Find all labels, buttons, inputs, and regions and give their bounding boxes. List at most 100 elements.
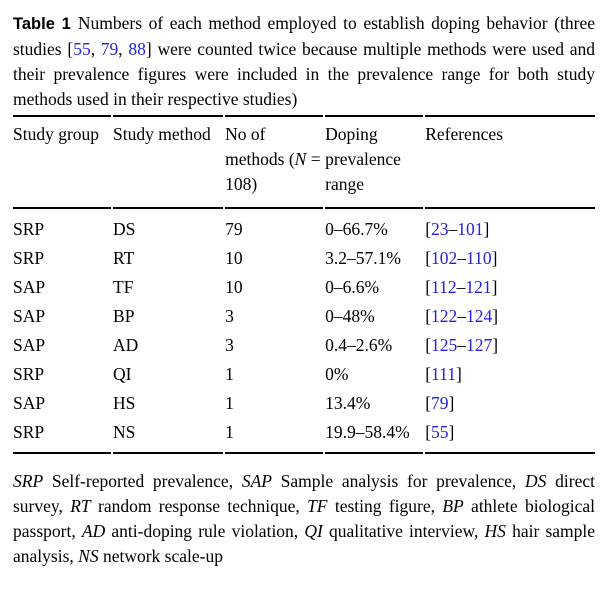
citation-link[interactable]: 111	[431, 364, 456, 384]
text-segment: SAP	[241, 471, 272, 491]
text-segment: TF	[307, 496, 328, 516]
col-header-references: References	[425, 115, 595, 209]
cell-prevalence-range: 0.4–2.6%	[325, 335, 393, 355]
cell-study-group: SRP	[13, 248, 45, 268]
cell-no-of-methods: 1	[225, 418, 324, 454]
text-segment: SRP	[13, 471, 44, 491]
col-header-doping-prevalence-range: Doping prevalence range	[325, 115, 424, 209]
table-body: SRP DS 79 0–66.7% [23–101] SRP RT 10 3.2…	[13, 209, 595, 454]
table-row: SRP QI 1 0% [111]	[13, 360, 595, 389]
cell-study-group: SAP	[13, 277, 46, 297]
cell-prevalence-range: 3.2–57.1%	[325, 248, 401, 268]
text-segment: ]	[492, 335, 499, 355]
text-segment: QI	[304, 521, 323, 541]
citation-link[interactable]: 101	[457, 219, 484, 239]
cell-study-method: RT	[113, 248, 135, 268]
text-segment: AD	[81, 521, 106, 541]
text-segment: testing figure,	[327, 496, 443, 516]
cell-study-group: SRP	[13, 364, 45, 384]
text-segment: [	[425, 422, 432, 442]
cell-no-of-methods: 3	[225, 335, 234, 355]
text-segment: RT	[70, 496, 91, 516]
text-segment: athlete biological passport,	[13, 496, 595, 541]
text-segment: DS	[525, 471, 547, 491]
table-row: SAP TF 10 0–6.6% [112–121]	[13, 273, 595, 302]
citation-link[interactable]: 121	[465, 277, 492, 297]
citation-link[interactable]: 110	[466, 248, 492, 268]
table-row: SRP RT 10 3.2–57.1% [102–110]	[13, 244, 595, 273]
table-row: SAP BP 3 0–48% [122–124]	[13, 302, 595, 331]
cell-study-group: SAP	[13, 306, 46, 326]
cell-references: [102–110]	[425, 244, 595, 273]
cell-no-of-methods: 10	[225, 248, 243, 268]
table-header: Study group Study method No of methods (…	[13, 115, 595, 209]
cell-references: [23–101]	[425, 209, 595, 244]
citation-link[interactable]: 79	[100, 39, 119, 59]
table-row: SRP NS 1 19.9–58.4% [55]	[13, 418, 595, 454]
table-row: SAP AD 3 0.4–2.6% [125–127]	[13, 331, 595, 360]
cell-prevalence-range: 13.4%	[325, 393, 371, 413]
citation-link[interactable]: 55	[431, 422, 449, 442]
text-segment: ]	[455, 364, 462, 384]
text-segment: ]	[491, 248, 498, 268]
text-segment: = 108)	[225, 149, 321, 194]
text-segment: Numbers of each method employed to estab…	[13, 13, 595, 59]
text-segment: –	[457, 335, 467, 355]
text-segment: –	[457, 306, 467, 326]
cell-references: [111]	[425, 360, 595, 389]
text-segment: Sample analysis for prevalence,	[271, 471, 526, 491]
text-segment: [	[425, 277, 432, 297]
text-segment: [	[425, 393, 432, 413]
text-segment: ]	[491, 277, 498, 297]
text-segment: direct survey,	[13, 471, 595, 516]
cell-no-of-methods: 10	[225, 277, 243, 297]
cell-prevalence-range: 0–48%	[325, 306, 375, 326]
citation-link[interactable]: 124	[466, 306, 493, 326]
cell-prevalence-range: 0–66.7%	[325, 219, 388, 239]
text-segment: ]	[448, 422, 455, 442]
cell-study-group: SRP	[13, 219, 45, 239]
col-header-study-method: Study method	[113, 115, 224, 209]
table-row: SRP DS 79 0–66.7% [23–101]	[13, 209, 595, 244]
cell-no-of-methods: 3	[225, 306, 234, 326]
cell-no-of-methods: 1	[225, 393, 234, 413]
text-segment: [	[425, 219, 432, 239]
text-segment: [	[425, 248, 432, 268]
cell-no-of-methods: 1	[225, 364, 234, 384]
citation-link[interactable]: 127	[466, 335, 493, 355]
text-segment: –	[457, 248, 467, 268]
citation-link[interactable]: 55	[73, 39, 91, 59]
citation-link[interactable]: 88	[128, 39, 146, 59]
text-segment: ] were counted twice because multiple me…	[13, 39, 595, 109]
text-segment: [	[425, 364, 432, 384]
table-caption: Table 1 Numbers of each method employed t…	[13, 11, 595, 112]
text-segment: –	[448, 219, 458, 239]
table-row: SAP HS 1 13.4% [79]	[13, 389, 595, 418]
doping-methods-table: Study group Study method No of methods (…	[11, 115, 597, 454]
text-segment: –	[456, 277, 466, 297]
cell-references: [125–127]	[425, 331, 595, 360]
text-segment: Self-reported prevalence,	[43, 471, 242, 491]
cell-references: [112–121]	[425, 273, 595, 302]
cell-references: [79]	[425, 389, 595, 418]
text-segment: N	[294, 149, 307, 169]
cell-study-method: NS	[113, 418, 224, 454]
citation-link[interactable]: 79	[431, 393, 449, 413]
citation-link[interactable]: 102	[431, 248, 458, 268]
cell-prevalence-range: 19.9–58.4%	[325, 418, 424, 454]
col-header-no-of-methods: No of methods (N = 108)	[225, 115, 324, 209]
text-segment: network scale-up	[98, 546, 223, 566]
cell-study-group: SRP	[13, 418, 112, 454]
citation-link[interactable]: 23	[431, 219, 449, 239]
citation-link[interactable]: 125	[431, 335, 458, 355]
text-segment: BP	[442, 496, 464, 516]
cell-study-method: AD	[113, 335, 139, 355]
text-segment: No of methods (	[225, 124, 295, 169]
cell-study-method: TF	[113, 277, 134, 297]
cell-references: [122–124]	[425, 302, 595, 331]
citation-link[interactable]: 122	[431, 306, 458, 326]
text-segment: ]	[483, 219, 490, 239]
citation-link[interactable]: 112	[431, 277, 457, 297]
text-segment: Table 1	[13, 15, 71, 33]
cell-study-group: SAP	[13, 335, 46, 355]
